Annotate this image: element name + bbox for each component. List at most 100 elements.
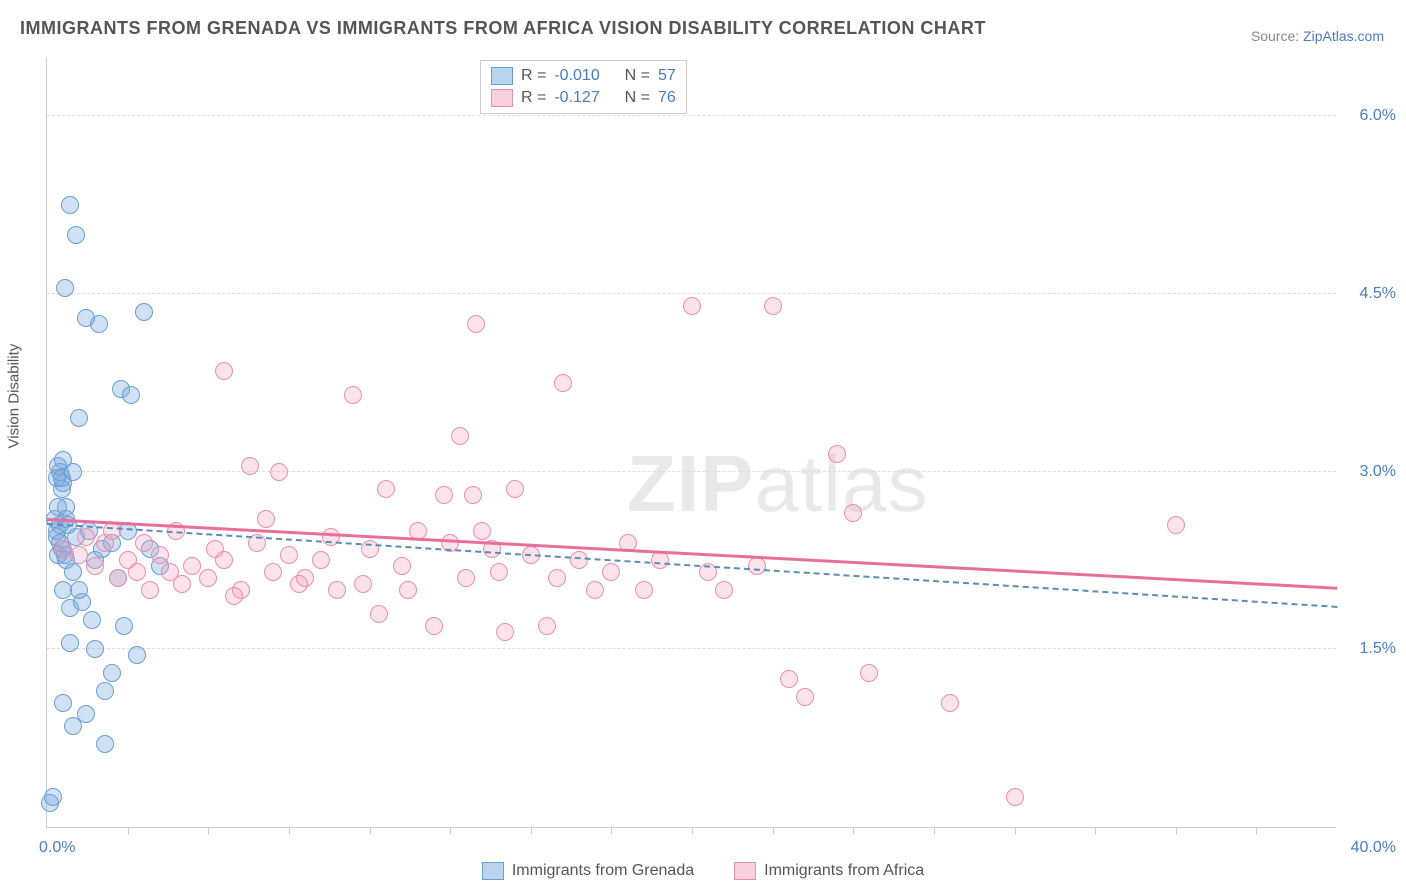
scatter-point xyxy=(473,522,491,540)
scatter-point xyxy=(796,688,814,706)
scatter-point xyxy=(151,546,169,564)
bottom-legend: Immigrants from Grenada Immigrants from … xyxy=(0,862,1406,880)
watermark: ZIPatlas xyxy=(627,438,928,530)
scatter-point xyxy=(54,694,72,712)
scatter-point xyxy=(941,694,959,712)
legend-item-grenada: Immigrants from Grenada xyxy=(482,862,694,880)
scatter-point xyxy=(554,374,572,392)
scatter-point xyxy=(83,611,101,629)
scatter-point xyxy=(199,569,217,587)
x-tick xyxy=(1256,827,1257,834)
scatter-point xyxy=(215,362,233,380)
scatter-point xyxy=(748,557,766,575)
scatter-point xyxy=(141,581,159,599)
scatter-point xyxy=(457,569,475,587)
scatter-point xyxy=(61,196,79,214)
scatter-point xyxy=(49,498,67,516)
scatter-point xyxy=(586,581,604,599)
scatter-point xyxy=(173,575,191,593)
source-link[interactable]: ZipAtlas.com xyxy=(1303,28,1384,44)
scatter-point xyxy=(135,534,153,552)
x-tick xyxy=(1095,827,1096,834)
scatter-point xyxy=(183,557,201,575)
scatter-point xyxy=(103,664,121,682)
scatter-point xyxy=(683,297,701,315)
scatter-point xyxy=(56,279,74,297)
x-tick xyxy=(773,827,774,834)
swatch-pink xyxy=(491,89,513,107)
scatter-point xyxy=(128,563,146,581)
n-label: N = xyxy=(625,89,650,107)
scatter-point xyxy=(96,682,114,700)
scatter-point xyxy=(270,463,288,481)
y-tick-label: 6.0% xyxy=(1360,107,1396,125)
scatter-point xyxy=(467,315,485,333)
n-value-africa: 76 xyxy=(658,89,676,107)
scatter-point xyxy=(451,427,469,445)
scatter-point xyxy=(860,664,878,682)
scatter-point xyxy=(844,504,862,522)
legend-label-grenada: Immigrants from Grenada xyxy=(512,862,694,880)
scatter-point xyxy=(506,480,524,498)
gridline xyxy=(47,293,1336,294)
y-tick-label: 3.0% xyxy=(1360,463,1396,481)
legend-label-africa: Immigrants from Africa xyxy=(764,862,924,880)
scatter-point xyxy=(77,528,95,546)
scatter-point xyxy=(1167,516,1185,534)
scatter-point xyxy=(425,617,443,635)
swatch-pink xyxy=(734,862,756,880)
x-tick xyxy=(692,827,693,834)
scatter-point xyxy=(257,510,275,528)
plot-area: ZIPatlas 1.5%3.0%4.5%6.0%0.0%40.0% xyxy=(46,58,1336,828)
scatter-point xyxy=(780,670,798,688)
x-label-left: 0.0% xyxy=(39,839,75,857)
scatter-point xyxy=(109,569,127,587)
scatter-point xyxy=(67,226,85,244)
y-tick-label: 1.5% xyxy=(1360,640,1396,658)
x-tick xyxy=(450,827,451,834)
scatter-point xyxy=(1006,788,1024,806)
n-label: N = xyxy=(625,67,650,85)
n-value-grenada: 57 xyxy=(658,67,676,85)
scatter-point xyxy=(764,297,782,315)
scatter-point xyxy=(361,540,379,558)
scatter-point xyxy=(602,563,620,581)
x-tick xyxy=(531,827,532,834)
x-tick xyxy=(128,827,129,834)
scatter-point xyxy=(464,486,482,504)
r-value-grenada: -0.010 xyxy=(554,67,599,85)
scatter-point xyxy=(225,587,243,605)
scatter-point xyxy=(490,563,508,581)
chart-title: IMMIGRANTS FROM GRENADA VS IMMIGRANTS FR… xyxy=(20,18,986,39)
swatch-blue xyxy=(482,862,504,880)
x-tick xyxy=(934,827,935,834)
scatter-point xyxy=(393,557,411,575)
scatter-point xyxy=(70,409,88,427)
scatter-point xyxy=(435,486,453,504)
x-tick xyxy=(1015,827,1016,834)
scatter-point xyxy=(377,480,395,498)
scatter-point xyxy=(399,581,417,599)
y-tick-label: 4.5% xyxy=(1360,285,1396,303)
gridline xyxy=(47,648,1336,649)
stats-legend-box: R = -0.010 N = 57 R = -0.127 N = 76 xyxy=(480,60,687,114)
scatter-point xyxy=(496,623,514,641)
scatter-point xyxy=(135,303,153,321)
scatter-point xyxy=(70,581,88,599)
scatter-point xyxy=(715,581,733,599)
scatter-point xyxy=(548,569,566,587)
stats-row-africa: R = -0.127 N = 76 xyxy=(491,87,676,109)
x-tick xyxy=(289,827,290,834)
scatter-point xyxy=(241,457,259,475)
gridline xyxy=(47,471,1336,472)
scatter-point xyxy=(115,617,133,635)
scatter-point xyxy=(370,605,388,623)
source-label: Source: xyxy=(1251,28,1303,44)
x-label-right: 40.0% xyxy=(1351,839,1396,857)
scatter-point xyxy=(651,551,669,569)
swatch-blue xyxy=(491,67,513,85)
y-axis-label: Vision Disability xyxy=(6,344,23,449)
scatter-point xyxy=(828,445,846,463)
scatter-point xyxy=(86,557,104,575)
source-attribution: Source: ZipAtlas.com xyxy=(1251,28,1384,44)
